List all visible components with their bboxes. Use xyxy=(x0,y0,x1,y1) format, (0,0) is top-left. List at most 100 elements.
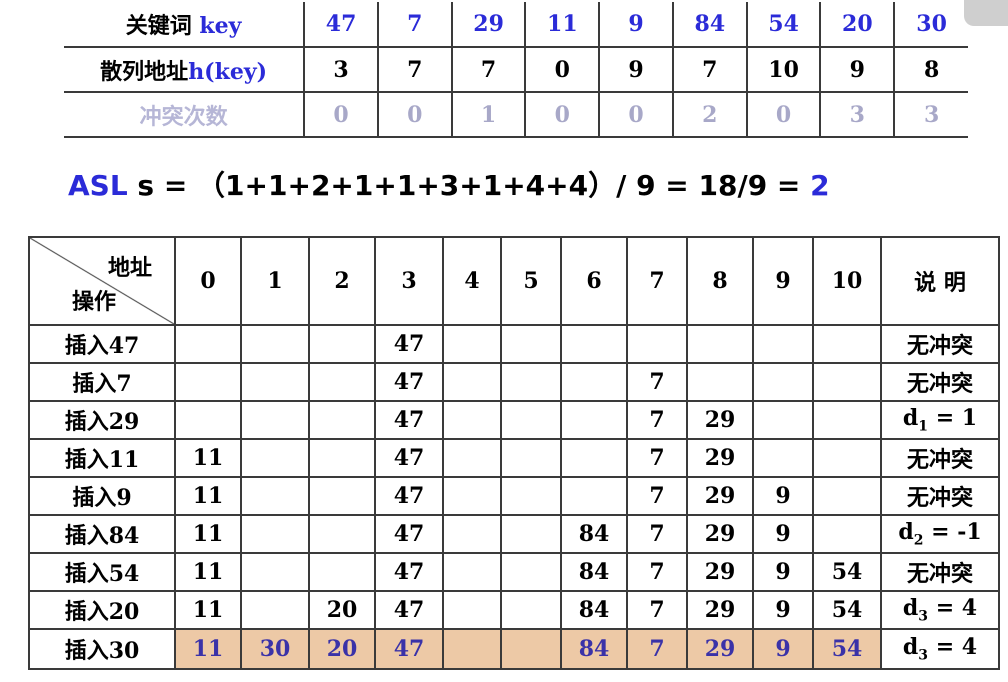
operation-row: 插入7 47 7 无冲突 xyxy=(28,362,1000,402)
slot-cell: 47 xyxy=(374,476,444,516)
address-cell: 3 xyxy=(303,47,379,93)
slot-cell xyxy=(560,476,628,516)
collision-cell: 0 xyxy=(598,92,674,138)
key-cell: 7 xyxy=(376,2,453,48)
slot-cell: 20 xyxy=(308,590,376,630)
operation-label: 插入29 xyxy=(28,400,176,440)
asl-label: ASL xyxy=(68,169,128,202)
column-header: 1 xyxy=(240,236,310,326)
slot-cell xyxy=(500,514,562,554)
column-header: 10 xyxy=(812,236,882,326)
key-row-label: 关键词 key xyxy=(64,2,306,48)
slot-cell xyxy=(442,590,502,630)
slot-cell xyxy=(308,552,376,592)
collision-cell: 3 xyxy=(893,92,968,138)
slot-cell: 29 xyxy=(686,590,754,630)
slot-cell xyxy=(500,324,562,364)
slot-cell xyxy=(560,324,628,364)
note-cell: 无冲突 xyxy=(880,438,1000,478)
slot-cell: 54 xyxy=(812,552,882,592)
slot-cell: 9 xyxy=(752,514,814,554)
slot-cell: 47 xyxy=(374,552,444,592)
slot-cell xyxy=(442,324,502,364)
column-header: 0 xyxy=(174,236,242,326)
note-cell: 无冲突 xyxy=(880,552,1000,592)
slot-cell: 11 xyxy=(174,628,242,670)
insertion-operation-table: 地址 操作 0 1 2 3 4 5 6 7 8 9 10 说 明 插入47 47 无… xyxy=(28,236,1000,670)
note-text: d1 = 1 xyxy=(902,405,978,435)
slot-cell xyxy=(442,438,502,478)
address-cell: 9 xyxy=(598,47,674,93)
slot-cell: 11 xyxy=(174,476,242,516)
slot-cell: 11 xyxy=(174,438,242,478)
slot-cell: 7 xyxy=(626,400,688,440)
address-cell: 10 xyxy=(745,47,822,93)
slot-cell xyxy=(560,362,628,402)
operation-row: 插入54 11 47 84 7 29 9 54 无冲突 xyxy=(28,552,1000,592)
slot-cell: 9 xyxy=(752,628,814,670)
slot-cell xyxy=(500,552,562,592)
address-row-label: 散列地址h(key) xyxy=(64,47,306,93)
slot-cell xyxy=(500,362,562,402)
column-header: 5 xyxy=(500,236,562,326)
slot-cell xyxy=(308,324,376,364)
corner-overlay-icon xyxy=(964,0,1008,26)
key-cell: 47 xyxy=(303,2,379,48)
slot-cell xyxy=(442,362,502,402)
slot-cell xyxy=(752,324,814,364)
slot-cell xyxy=(560,400,628,440)
slot-cell: 54 xyxy=(812,628,882,670)
note-cell: 无冲突 xyxy=(880,324,1000,364)
slot-cell: 7 xyxy=(626,438,688,478)
slot-cell xyxy=(500,590,562,630)
key-cell: 11 xyxy=(524,2,601,48)
slot-cell xyxy=(812,324,882,364)
hash-key-table: 关键词 key 47 7 29 11 9 84 54 20 30 散列地址h(k… xyxy=(64,2,968,138)
slot-cell xyxy=(240,476,310,516)
slot-cell xyxy=(174,362,242,402)
key-cell: 20 xyxy=(819,2,896,48)
key-cell: 30 xyxy=(893,2,968,48)
slot-cell xyxy=(174,400,242,440)
slot-cell: 9 xyxy=(752,476,814,516)
key-cell: 54 xyxy=(745,2,822,48)
operation-label: 插入30 xyxy=(28,628,176,670)
column-header: 6 xyxy=(560,236,628,326)
slot-cell xyxy=(174,324,242,364)
slot-cell: 29 xyxy=(686,476,754,516)
slot-cell: 84 xyxy=(560,514,628,554)
slot-cell: 47 xyxy=(374,628,444,670)
header-row: 地址 操作 0 1 2 3 4 5 6 7 8 9 10 说 明 xyxy=(28,236,1000,326)
address-cell: 9 xyxy=(819,47,896,93)
slot-cell xyxy=(752,400,814,440)
slot-cell xyxy=(500,476,562,516)
collision-cell: 3 xyxy=(819,92,896,138)
operation-label: 插入9 xyxy=(28,476,176,516)
operation-label: 插入20 xyxy=(28,590,176,630)
address-cell: 0 xyxy=(524,47,601,93)
slot-cell: 47 xyxy=(374,324,444,364)
asl-formula: ASL s = （1+1+2+1+1+3+1+4+4）/ 9 = 18/9 = … xyxy=(68,164,830,204)
slot-cell xyxy=(240,438,310,478)
slot-cell: 47 xyxy=(374,362,444,402)
collision-row: 冲突次数 0 0 1 0 0 2 0 3 3 xyxy=(64,92,968,138)
slot-cell: 20 xyxy=(308,628,376,670)
collision-cell: 0 xyxy=(376,92,453,138)
slot-cell xyxy=(240,400,310,440)
slot-cell: 7 xyxy=(626,362,688,402)
key-cell: 84 xyxy=(671,2,748,48)
operation-row: 插入20 11 20 47 84 7 29 9 54 d3 = 4 xyxy=(28,590,1000,630)
slot-cell: 11 xyxy=(174,514,242,554)
key-row: 关键词 key 47 7 29 11 9 84 54 20 30 xyxy=(64,2,968,48)
slot-cell xyxy=(442,514,502,554)
collision-cell: 1 xyxy=(450,92,527,138)
column-header: 3 xyxy=(374,236,444,326)
operation-row: 插入9 11 47 7 29 9 无冲突 xyxy=(28,476,1000,516)
address-cell: 7 xyxy=(376,47,453,93)
operation-label: 插入47 xyxy=(28,324,176,364)
collision-cell: 0 xyxy=(524,92,601,138)
slot-cell xyxy=(812,400,882,440)
slot-cell xyxy=(812,438,882,478)
slot-cell xyxy=(240,362,310,402)
slot-cell xyxy=(308,438,376,478)
